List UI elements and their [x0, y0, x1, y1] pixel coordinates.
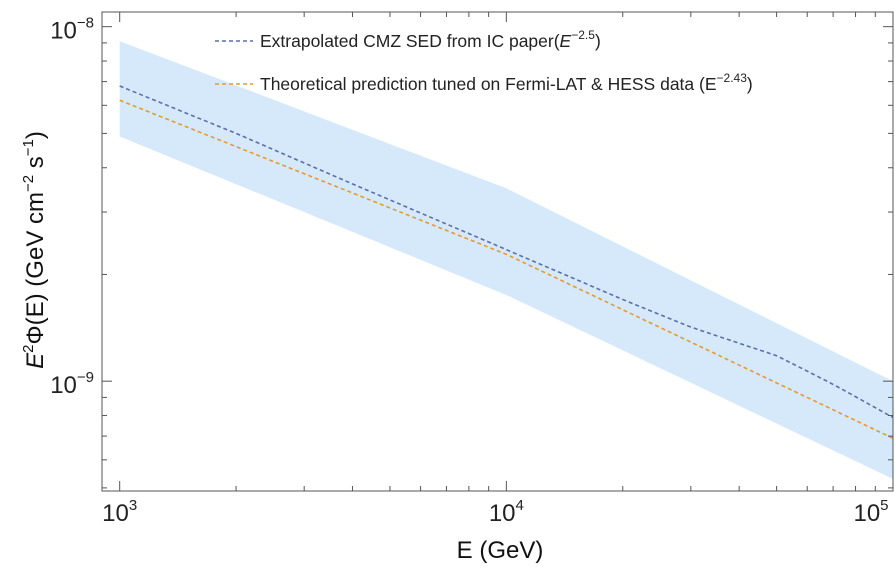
legend-label-extrapolated-name: Extrapolated CMZ SED from IC paper	[260, 31, 554, 51]
x-tick-label-4-exp: 4	[516, 497, 524, 514]
x-axis-title: E (GeV)	[457, 537, 544, 564]
x-tick-label-5-exp: 5	[880, 497, 888, 514]
legend-label-extrapolated-exp: −2.5	[571, 28, 595, 42]
y-tick-label-m9-exp: −9	[77, 369, 94, 386]
y-axis-title-phi: Φ(E) (GeV cm	[22, 192, 49, 344]
ticks-layer	[101, 12, 894, 491]
y-axis-title-e: E	[22, 352, 49, 369]
legend-label-theoretical: Theoretical prediction tuned on Fermi-LA…	[260, 71, 753, 94]
y-tick-label-m9: 10−9	[50, 369, 94, 399]
y-tick-label-m8-exp: −8	[77, 15, 94, 32]
legend: Extrapolated CMZ SED from IC paper(E−2.5…	[215, 28, 753, 94]
x-tick-label-4-base: 10	[489, 500, 516, 527]
x-tick-label-3-exp: 3	[129, 497, 137, 514]
y-axis-title-e-exp: 2	[20, 345, 37, 353]
series-layer	[119, 85, 894, 440]
y-axis-title: E2Φ(E) (GeV cm−2 s−1)	[20, 131, 49, 369]
legend-label-theoretical-close: )	[747, 74, 753, 94]
legend-label-extrapolated: Extrapolated CMZ SED from IC paper(E−2.5…	[260, 28, 601, 51]
y-axis-title-s-exp: −1	[20, 139, 37, 156]
plot-area	[101, 11, 894, 492]
x-tick-label-5: 105	[853, 497, 888, 527]
plot-frame	[101, 11, 894, 492]
legend-label-extrapolated-e: E	[560, 31, 572, 51]
legend-label-extrapolated-close: )	[595, 31, 601, 51]
y-tick-label-m9-base: 10	[50, 372, 77, 399]
x-tick-label-3: 103	[102, 497, 137, 527]
y-axis-title-s: s	[22, 156, 49, 175]
legend-label-extrapolated-paren: (	[554, 31, 560, 51]
y-axis-title-cm-exp: −2	[20, 175, 37, 192]
x-tick-label-5-base: 10	[853, 500, 880, 527]
y-axis-title-close: )	[22, 131, 49, 139]
series-line-theoretical	[119, 99, 894, 440]
legend-label-theoretical-name: Theoretical prediction tuned on Fermi-LA…	[260, 74, 717, 94]
legend-label-theoretical-exp: −2.43	[717, 71, 748, 85]
y-tick-label-m8-base: 10	[50, 18, 77, 45]
y-tick-label-m8: 10−8	[50, 15, 94, 45]
x-tick-label-4: 104	[489, 497, 524, 527]
uncertainty-band	[119, 41, 893, 479]
x-tick-label-3-base: 10	[102, 500, 129, 527]
